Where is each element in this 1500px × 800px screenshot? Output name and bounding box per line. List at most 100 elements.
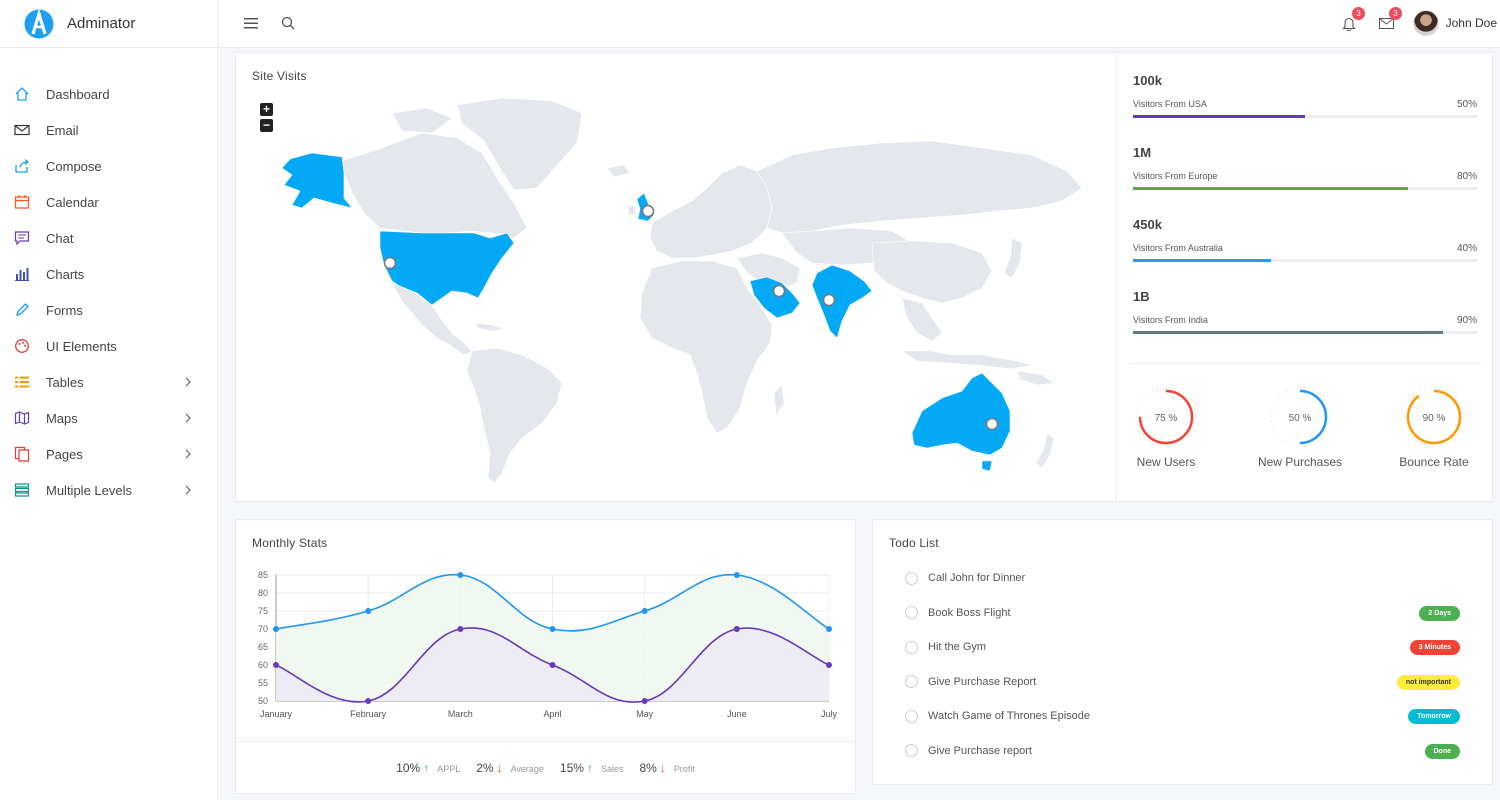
map-region-japan (1003, 237, 1023, 279)
data-point (365, 608, 372, 614)
mail-icon (1378, 17, 1394, 29)
todo-item[interactable]: Give Purchase Report not important (905, 672, 1460, 692)
todo-text: Call John for Dinner (928, 572, 1026, 584)
todo-item[interactable]: Book Boss Flight 2 Days (905, 603, 1460, 623)
sidebar-item-calendar[interactable]: Calendar (0, 184, 217, 220)
footer-stat-appl: 10% ↑ APPL (396, 761, 460, 775)
map-zoom-in-button[interactable]: + (260, 103, 273, 116)
monthly-stats-chart[interactable]: 50 55 60 65 70 75 80 85 January February March Apri… (236, 560, 857, 780)
footer-stat-label: Average (510, 764, 544, 774)
sidebar-item-label: Pages (46, 446, 83, 462)
todo-item[interactable]: Call John for Dinner (905, 568, 1460, 588)
data-point (733, 626, 740, 632)
map-region-tasmania (981, 460, 993, 472)
world-map[interactable] (252, 93, 1116, 493)
visitor-stat-value: 1M (1133, 145, 1152, 160)
todo-item[interactable]: Give Purchase report Done (905, 741, 1460, 761)
sidebar-item-forms[interactable]: Forms (0, 292, 217, 328)
y-tick-label: 80 (258, 588, 268, 598)
sidebar-item-email[interactable]: Email (0, 112, 217, 148)
footer-stat-label: Profit (673, 764, 695, 774)
footer-stat-label: Sales (600, 764, 624, 774)
data-point (457, 572, 464, 578)
sidebar-item-label: Forms (46, 302, 83, 318)
sidebar-item-chat[interactable]: Chat (0, 220, 217, 256)
todo-text: Give Purchase Report (928, 675, 1037, 688)
notifications-button[interactable]: 3 (1339, 7, 1365, 33)
x-tick-label: May (636, 709, 654, 719)
todo-list-card: Todo List Call John for Dinner Book Boss… (872, 519, 1493, 785)
map-region-caribbean (473, 322, 505, 332)
sidebar-item-compose[interactable]: Compose (0, 148, 217, 184)
avatar (1412, 10, 1439, 36)
sidebar-item-multiple-levels[interactable]: Multiple Levels (0, 472, 217, 508)
visitor-stat-progress (1133, 331, 1477, 334)
messages-button[interactable]: 3 (1376, 7, 1402, 33)
brand-logo-icon (24, 8, 54, 38)
sidebar-item-charts[interactable]: Charts (0, 256, 217, 292)
search-button[interactable] (278, 13, 298, 33)
todo-list-title: Todo List (889, 536, 939, 550)
todo-checkbox[interactable] (905, 675, 918, 688)
x-tick-label: July (821, 709, 838, 719)
map-region-new-zealand (1035, 432, 1055, 469)
chevron-right-icon (185, 413, 191, 423)
bell-icon (1342, 17, 1356, 31)
arrow-up-icon: ↑ (423, 761, 430, 775)
data-point (641, 698, 648, 704)
site-visits-title: Site Visits (252, 69, 307, 83)
visitors-panel: 100k Visitors From USA 50% 1M Visitors F… (1116, 53, 1494, 503)
visitor-stat-value: 100k (1133, 73, 1162, 88)
map-marker (641, 204, 655, 218)
user-menu[interactable]: John Doe (1412, 10, 1497, 36)
map-zoom-out-button[interactable]: − (260, 119, 273, 132)
visitor-stat-label: Visitors From Europe (1133, 171, 1218, 181)
data-point (457, 626, 464, 632)
sidebar: Adminator Dashboard Email Compose Calendar C… (0, 0, 218, 800)
todo-text: Give Purchase report (928, 744, 1032, 757)
x-tick-label: June (727, 709, 747, 719)
visitor-stat-progress (1133, 115, 1477, 118)
y-tick-label: 75 (258, 606, 268, 616)
map-region-indonesia (901, 350, 1033, 370)
todo-item[interactable]: Hit the Gym 3 Minutes (905, 637, 1460, 657)
sidebar-item-tables[interactable]: Tables (0, 364, 217, 400)
todo-checkbox[interactable] (905, 571, 918, 585)
todo-tag: not important (1396, 674, 1460, 690)
data-point (273, 626, 279, 632)
sidebar-item-dashboard[interactable]: Dashboard (0, 76, 217, 112)
menu-toggle-button[interactable] (241, 13, 261, 33)
palette-icon (14, 338, 30, 354)
sidebar-nav: Dashboard Email Compose Calendar Chat Charts F… (0, 76, 217, 508)
todo-checkbox[interactable] (905, 606, 918, 619)
sidebar-item-pages[interactable]: Pages (0, 436, 217, 472)
map-region-europe (649, 164, 773, 259)
todo-tag: 2 Days (1419, 605, 1460, 621)
sidebar-item-ui-elements[interactable]: UI Elements (0, 328, 217, 364)
footer-stat-average: 2% ↓ Average (476, 761, 544, 775)
map-region-middle-east (736, 252, 801, 289)
todo-checkbox[interactable] (905, 744, 918, 757)
visitor-stat: 1M Visitors From Europe 80% (1133, 145, 1477, 190)
map-region-alaska (281, 152, 353, 209)
map-region-ireland (627, 204, 637, 216)
gauge-ring: 75 % (1136, 387, 1196, 447)
chevron-right-icon (185, 485, 191, 495)
map-marker (822, 293, 836, 307)
footer-stat-value: 15% (559, 761, 584, 775)
gauge-label: New Users (1136, 455, 1196, 469)
todo-checkbox[interactable] (905, 640, 918, 654)
sidebar-item-label: Dashboard (46, 86, 110, 102)
map-region-madagascar (773, 384, 785, 416)
todo-checkbox[interactable] (905, 709, 918, 723)
sidebar-item-maps[interactable]: Maps (0, 400, 217, 436)
footer-stat-sales: 15% ↑ Sales (560, 761, 624, 775)
visitor-stat-label: Visitors From Australia (1133, 243, 1223, 253)
y-tick-label: 70 (258, 624, 268, 634)
layers-icon (14, 482, 30, 498)
x-tick-label: April (543, 709, 561, 719)
todo-item[interactable]: Watch Game of Thrones Episode Tomorrow (905, 706, 1460, 726)
visitor-stat-label: Visitors From India (1133, 315, 1208, 325)
list-icon (14, 374, 30, 390)
brand[interactable]: Adminator (0, 0, 217, 48)
